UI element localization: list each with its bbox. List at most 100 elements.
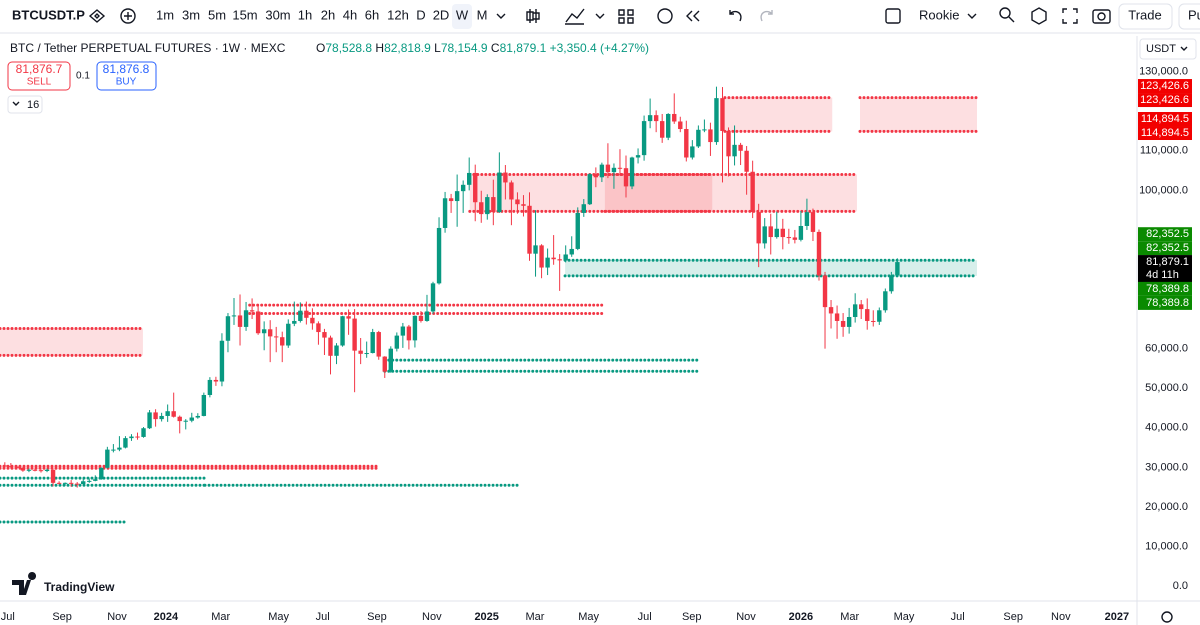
candle-body: [840, 320, 846, 327]
candle-body: [74, 483, 80, 485]
candle-body: [545, 257, 550, 268]
layouts-icon[interactable]: [618, 9, 634, 24]
x-tick-label: Jul: [951, 611, 965, 623]
candle-body: [738, 144, 743, 151]
candle-body: [479, 202, 484, 215]
interval-button[interactable]: W: [456, 7, 469, 22]
interval-button[interactable]: 1h: [298, 7, 312, 22]
price-label: 114,894.5: [1141, 127, 1189, 139]
candle-body: [105, 449, 110, 468]
candle-body: [557, 259, 562, 261]
symbol[interactable]: BTCUSDT.P: [12, 7, 85, 22]
interval-button[interactable]: 4h: [343, 7, 357, 22]
order-quantity[interactable]: 0.1: [76, 71, 90, 82]
settings-icon[interactable]: [1031, 7, 1047, 25]
indicators-icon[interactable]: [565, 8, 585, 25]
redo-icon[interactable]: [760, 10, 773, 22]
publish-button-bg[interactable]: [1178, 3, 1200, 30]
interval-button[interactable]: 3m: [182, 7, 200, 22]
candle-body: [641, 121, 647, 156]
candle-body: [865, 309, 870, 321]
interval-menu[interactable]: [496, 13, 506, 19]
candle-body: [207, 379, 213, 395]
replay-icon[interactable]: [686, 10, 700, 22]
candle-body: [659, 121, 665, 138]
interval-button[interactable]: M: [477, 7, 488, 22]
candle-body: [358, 350, 363, 354]
candle-body: [629, 157, 635, 187]
buy-price[interactable]: 81,876.8: [103, 62, 150, 76]
currency-selector[interactable]: USDT: [1146, 43, 1176, 55]
brand-logo: [12, 572, 37, 595]
interval-button[interactable]: 2D: [433, 7, 450, 22]
candle-body: [111, 449, 116, 451]
trade-button-bg[interactable]: [1118, 3, 1173, 30]
price-label: 82,352.5: [1146, 242, 1189, 254]
ohlc-key: L: [434, 41, 441, 55]
x-tick-label: Mar: [840, 611, 859, 623]
buy-label[interactable]: BUY: [116, 77, 137, 88]
interval-button[interactable]: D: [416, 7, 425, 22]
sell-price[interactable]: 81,876.7: [16, 62, 63, 76]
profile-menu[interactable]: [967, 13, 977, 19]
indicators-toggle-bg[interactable]: [7, 95, 43, 114]
candle-body: [804, 212, 810, 226]
candle-body: [50, 469, 56, 483]
candle-body: [286, 323, 291, 346]
indicators-menu[interactable]: [595, 13, 605, 19]
alert-clock-icon[interactable]: [657, 8, 673, 24]
x-tick-label: Nov: [107, 611, 127, 623]
sell-button-bg[interactable]: [7, 61, 71, 91]
price-label: 78,389.8: [1146, 283, 1189, 295]
candle-body: [599, 164, 605, 178]
alert-icon[interactable]: [88, 9, 106, 23]
indicators-count[interactable]: 16: [27, 99, 39, 111]
interval-button[interactable]: 5m: [208, 7, 226, 22]
snapshot-icon[interactable]: [1092, 9, 1111, 24]
undo-icon[interactable]: [729, 10, 742, 22]
candle-body: [889, 275, 894, 292]
ohlc-value: 78,528.8: [325, 41, 372, 55]
trade-button[interactable]: Trade: [1128, 7, 1161, 22]
zone-fill: [0, 328, 143, 356]
candle-body: [732, 144, 737, 157]
candle-body: [382, 356, 387, 372]
interval-button[interactable]: 30m: [265, 7, 290, 22]
candle-body: [201, 394, 207, 416]
candle-body: [153, 412, 158, 420]
candle-body: [340, 316, 345, 346]
buy-button-bg[interactable]: [96, 61, 157, 91]
chart-type-icon[interactable]: [526, 9, 540, 23]
x-tick-label: Jul: [638, 611, 652, 623]
candle-body: [714, 98, 719, 143]
x-tick-label: May: [578, 611, 599, 623]
candle-body: [539, 245, 544, 268]
candle-body: [750, 171, 755, 213]
interval-button[interactable]: 2h: [321, 7, 335, 22]
candle-body: [26, 469, 32, 471]
publish-button[interactable]: Pu: [1188, 7, 1200, 22]
interval-button[interactable]: 15m: [232, 7, 257, 22]
fullscreen-icon[interactable]: [1062, 8, 1078, 24]
profile-name[interactable]: Rookie: [919, 7, 959, 22]
sell-label[interactable]: SELL: [27, 77, 52, 88]
candle-body: [388, 348, 393, 372]
profile-checkbox[interactable]: [885, 8, 901, 24]
candle-body: [418, 315, 424, 321]
axis-settings-icon[interactable]: [1161, 611, 1173, 623]
candle-body: [14, 466, 20, 468]
price-label-bg: [1138, 93, 1192, 108]
search-icon[interactable]: [999, 7, 1011, 19]
candle-body: [816, 231, 822, 276]
compare-icon[interactable]: [120, 8, 136, 24]
price-label: 123,426.6: [1140, 94, 1189, 106]
interval-button[interactable]: 6h: [365, 7, 379, 22]
interval-button[interactable]: 1m: [156, 7, 174, 22]
currency-selector-bg[interactable]: [1139, 38, 1197, 60]
candle-body: [883, 291, 888, 311]
interval-button[interactable]: 12h: [387, 7, 409, 22]
x-tick-label: Sep: [52, 611, 72, 623]
candle-body: [780, 228, 786, 238]
candle-body: [515, 199, 520, 205]
candle-body: [117, 447, 122, 450]
